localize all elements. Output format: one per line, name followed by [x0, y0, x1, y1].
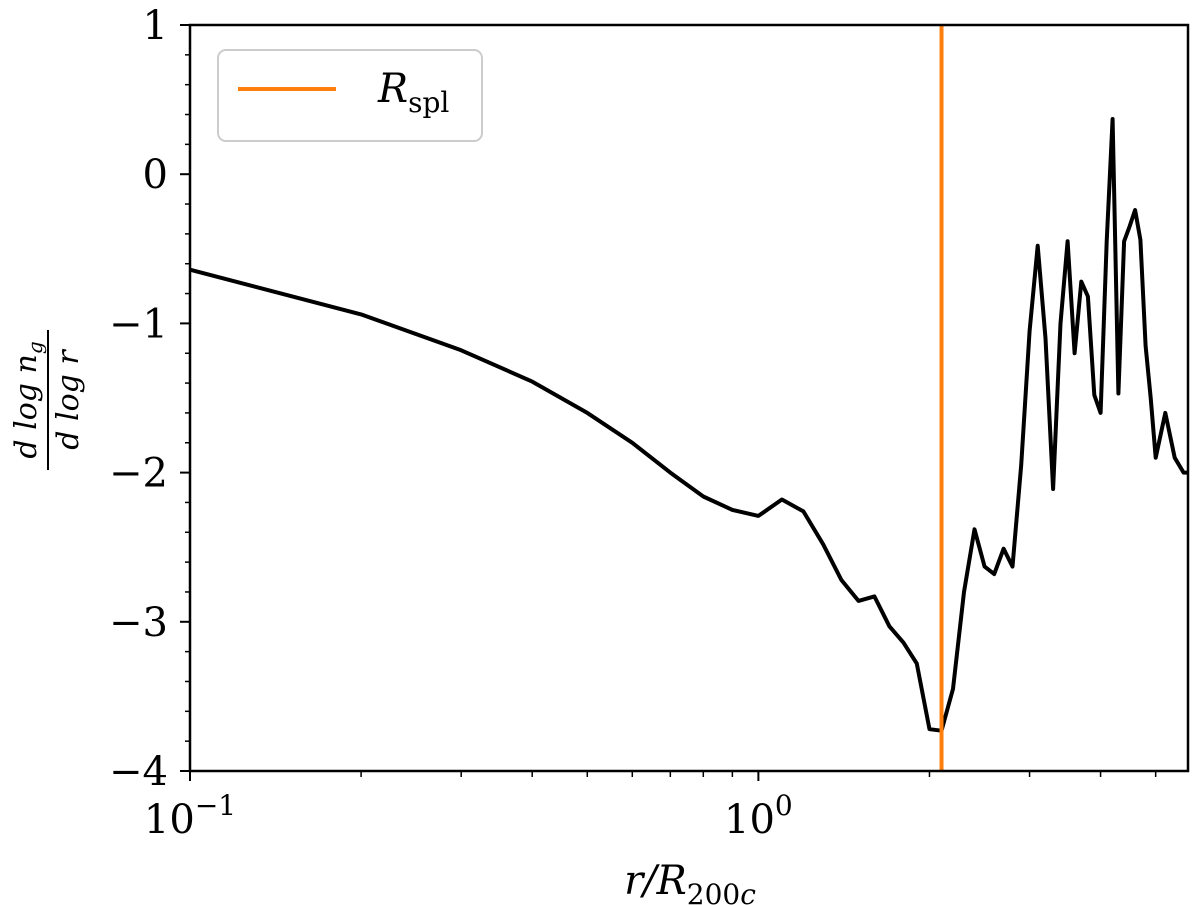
y-tick-label: −3 — [109, 600, 168, 646]
y-label-denominator: d log r — [51, 349, 86, 450]
y-axis: 1 0 −1 −2 −3 −4 — [109, 3, 190, 795]
y-label-numerator-sub: g — [23, 341, 47, 354]
plot-frame — [188, 23, 1190, 773]
y-tick-label: −2 — [109, 451, 168, 497]
y-tick-label: −1 — [109, 301, 168, 347]
x-tick-label: 10−1 — [144, 789, 236, 843]
y-tick-label: 0 — [143, 152, 168, 198]
x-tick-label: 100 — [724, 789, 793, 843]
y-tick-label: −4 — [109, 749, 168, 795]
plot-area — [188, 23, 1190, 773]
x-axis: 10−1 100 — [144, 771, 1157, 843]
legend-label: Rspl — [377, 66, 449, 119]
x-axis-label: r/R200c — [624, 858, 756, 905]
y-tick-label: 1 — [143, 3, 168, 49]
svg-text:d log ng: d log ng — [9, 341, 47, 458]
legend-box — [217, 49, 483, 142]
data-line-series — [189, 117, 1188, 733]
legend: Rspl — [217, 49, 483, 142]
y-label-numerator: d log n — [9, 354, 44, 458]
y-axis-label: d log ng d log r — [9, 330, 86, 470]
